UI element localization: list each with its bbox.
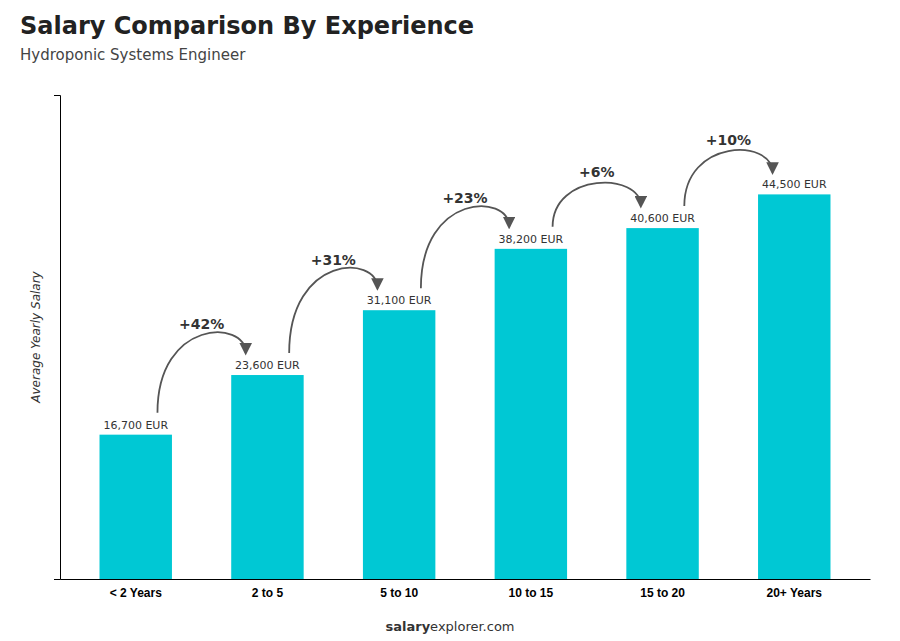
data-label: 31,100 EUR xyxy=(367,294,432,307)
title: Salary Comparison By Experience xyxy=(20,12,474,40)
chart: Salary Comparison By Experience Hydroponi… xyxy=(0,0,900,641)
change-arrow xyxy=(157,332,245,412)
footer-part: explorer.com xyxy=(430,619,514,634)
data-label: 40,600 EUR xyxy=(630,212,695,225)
footer: salaryexplorer.com xyxy=(385,619,514,634)
change-label: +31% xyxy=(311,252,356,268)
change-arrow xyxy=(421,206,509,288)
change-label: +6% xyxy=(579,164,615,180)
x-tick-label: 15 to 20 xyxy=(640,586,685,600)
y-axis-line xyxy=(54,96,61,580)
change-arrow xyxy=(553,183,641,227)
bar xyxy=(363,310,435,579)
x-tick: 2 to 5 xyxy=(252,586,284,600)
y-axis-title: Average Yearly Salary xyxy=(29,270,43,403)
change-label: +10% xyxy=(706,132,751,148)
data-label: 38,200 EUR xyxy=(499,233,564,246)
x-tick-label: 2 to 5 xyxy=(252,586,284,600)
bars xyxy=(100,194,831,579)
change-label: +42% xyxy=(179,316,224,332)
x-tick: 15 to 20 xyxy=(640,586,685,600)
bar xyxy=(100,435,172,579)
x-tick: 5 to 10 xyxy=(380,586,418,600)
change-arrows: +42% +31% +23% +6% +10% xyxy=(157,132,772,413)
x-axis: < 2 Years 2 to 5 5 to 10 10 to 15 15 to 20 20… xyxy=(61,580,871,600)
x-axis-line xyxy=(61,579,871,580)
x-tick-label: 20+ Years xyxy=(767,586,823,600)
data-label: 16,700 EUR xyxy=(103,419,168,432)
y-axis xyxy=(54,96,61,580)
footer-part: salary xyxy=(385,619,430,634)
x-tick-label: 5 to 10 xyxy=(380,586,418,600)
x-tick: 10 to 15 xyxy=(509,586,554,600)
data-label: 23,600 EUR xyxy=(235,359,300,372)
plot: < 2 Years 2 to 5 5 to 10 10 to 15 15 to 20 20… xyxy=(54,96,871,600)
bar xyxy=(231,375,303,579)
x-tick-label: < 2 Years xyxy=(110,586,162,600)
data-labels: 16,700 EUR 23,600 EUR 31,100 EUR 38,200 EUR… xyxy=(103,178,827,431)
data-label: 44,500 EUR xyxy=(762,178,827,191)
change-arrow xyxy=(289,268,377,353)
bar xyxy=(626,228,698,579)
change-label: +23% xyxy=(442,190,487,206)
x-tick: 20+ Years xyxy=(767,586,823,600)
x-tick: < 2 Years xyxy=(110,586,162,600)
bar xyxy=(758,194,830,579)
x-tick-label: 10 to 15 xyxy=(509,586,554,600)
subtitle: Hydroponic Systems Engineer xyxy=(20,46,246,64)
bar xyxy=(495,249,567,579)
change-arrow xyxy=(684,150,772,206)
